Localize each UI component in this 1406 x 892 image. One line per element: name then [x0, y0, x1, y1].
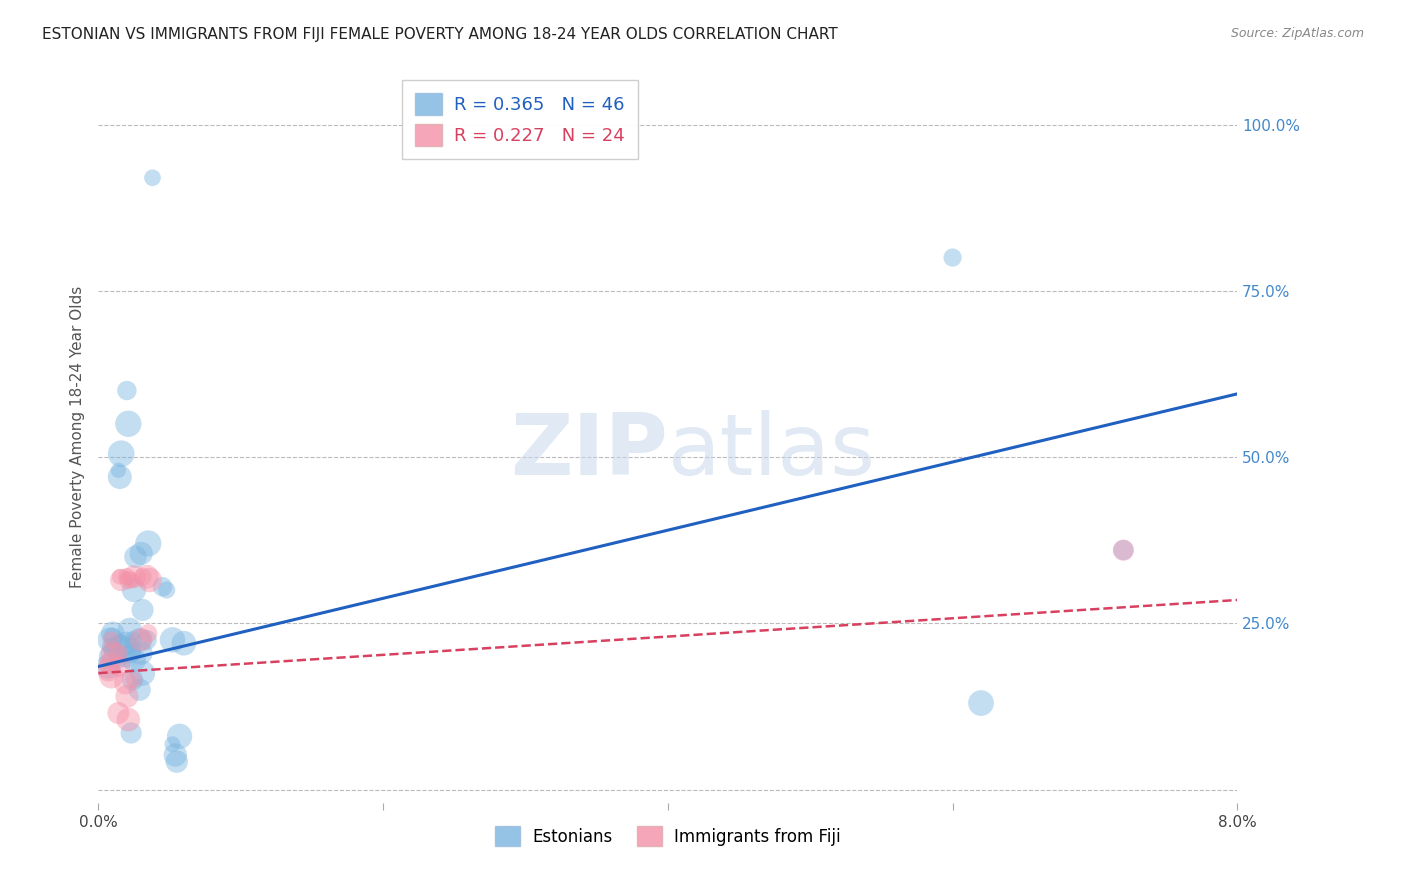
Point	[129, 546, 152, 560]
Point	[136, 536, 159, 550]
Point	[942, 251, 965, 265]
Point	[101, 626, 124, 640]
Point	[101, 646, 124, 660]
Point	[98, 649, 121, 664]
Point	[118, 623, 141, 637]
Point	[117, 713, 139, 727]
Point	[122, 653, 145, 667]
Point	[114, 636, 136, 650]
Point	[122, 673, 145, 687]
Point	[121, 632, 143, 647]
Point	[131, 666, 153, 681]
Point	[135, 632, 157, 647]
Point	[173, 636, 195, 650]
Point	[162, 632, 184, 647]
Point	[162, 737, 184, 751]
Point	[97, 663, 120, 677]
Point	[107, 653, 129, 667]
Point	[136, 626, 159, 640]
Point	[98, 632, 121, 647]
Point	[110, 636, 132, 650]
Point	[115, 649, 138, 664]
Point	[128, 682, 150, 697]
Point	[117, 643, 139, 657]
Point	[166, 755, 188, 769]
Point	[128, 632, 150, 647]
Point	[115, 384, 138, 398]
Point	[1112, 543, 1135, 558]
Point	[131, 603, 153, 617]
Point	[108, 659, 131, 673]
Point	[101, 630, 124, 644]
Point	[135, 570, 157, 584]
Legend: Estonians, Immigrants from Fiji: Estonians, Immigrants from Fiji	[488, 820, 848, 853]
Point	[110, 447, 132, 461]
Y-axis label: Female Poverty Among 18-24 Year Olds: Female Poverty Among 18-24 Year Olds	[69, 286, 84, 588]
Point	[100, 643, 122, 657]
Point	[107, 646, 129, 660]
Point	[129, 632, 152, 647]
Point	[100, 669, 122, 683]
Point	[165, 747, 187, 762]
Point	[107, 706, 129, 720]
Point	[117, 417, 139, 431]
Point	[117, 573, 139, 587]
Point	[169, 729, 191, 743]
Text: ZIP: ZIP	[510, 410, 668, 493]
Point	[114, 676, 136, 690]
Point	[115, 570, 138, 584]
Point	[121, 573, 143, 587]
Point	[122, 582, 145, 597]
Point	[141, 170, 163, 185]
Point	[131, 570, 153, 584]
Point	[108, 470, 131, 484]
Point	[152, 580, 174, 594]
Point	[98, 656, 121, 670]
Point	[129, 646, 152, 660]
Point	[107, 463, 129, 477]
Point	[122, 570, 145, 584]
Point	[100, 640, 122, 654]
Point	[97, 659, 120, 673]
Text: ESTONIAN VS IMMIGRANTS FROM FIJI FEMALE POVERTY AMONG 18-24 YEAR OLDS CORRELATIO: ESTONIAN VS IMMIGRANTS FROM FIJI FEMALE …	[42, 27, 838, 42]
Point	[124, 549, 146, 564]
Point	[115, 690, 138, 704]
Text: atlas: atlas	[668, 410, 876, 493]
Point	[156, 582, 179, 597]
Point	[108, 570, 131, 584]
Point	[138, 573, 160, 587]
Point	[1112, 543, 1135, 558]
Text: Source: ZipAtlas.com: Source: ZipAtlas.com	[1230, 27, 1364, 40]
Point	[121, 673, 143, 687]
Point	[108, 640, 131, 654]
Point	[120, 726, 142, 740]
Point	[970, 696, 993, 710]
Point	[110, 573, 132, 587]
Point	[120, 646, 142, 660]
Point	[100, 632, 122, 647]
